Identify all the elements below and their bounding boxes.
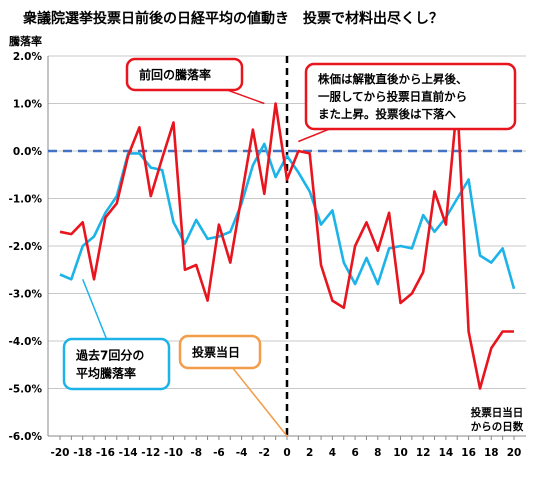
y-tick-labels: 2.0% 1.0% 0.0% -1.0% -2.0% -3.0% -4.0% -5.0% -6.… bbox=[9, 51, 43, 443]
y-tick-label: -3.0% bbox=[9, 289, 43, 301]
x-tick-label: -6 bbox=[213, 447, 225, 459]
y-axis-label: 騰落率 bbox=[9, 34, 42, 48]
x-tick-label: -12 bbox=[141, 447, 160, 459]
annotation-previous-box bbox=[125, 57, 244, 92]
annotation-average-box bbox=[62, 337, 171, 391]
x-tick-label: 8 bbox=[374, 447, 381, 459]
x-tick-label: 14 bbox=[439, 447, 454, 459]
y-tick-label: -5.0% bbox=[9, 384, 43, 396]
x-tick-label: -8 bbox=[190, 447, 202, 459]
x-tick-label: 16 bbox=[461, 447, 476, 459]
annotation-previous-text: 前回の騰落率 bbox=[139, 67, 211, 82]
annotation-stock-comment-box bbox=[304, 62, 517, 131]
series-lines bbox=[59, 99, 516, 390]
x-tick-label: 4 bbox=[329, 447, 336, 459]
annotation-vote-day-box bbox=[178, 334, 262, 370]
x-tick-label: 20 bbox=[507, 447, 522, 459]
y-tick-label: 1.0% bbox=[13, 99, 43, 111]
x-tick-label: -10 bbox=[164, 447, 183, 459]
x-tick-label: 6 bbox=[351, 447, 358, 459]
y-tick-label: -1.0% bbox=[9, 194, 43, 206]
x-tick-label: -14 bbox=[119, 447, 138, 459]
x-axis-label-line: からの日数 bbox=[471, 420, 524, 433]
x-tick-label: -16 bbox=[96, 447, 115, 459]
y-tick-label: 0.0% bbox=[13, 146, 43, 158]
y-tick-label: -4.0% bbox=[9, 336, 43, 348]
x-tick-label: 10 bbox=[393, 447, 408, 459]
annotation-average-text: 過去7回分の平均騰落率 bbox=[75, 347, 144, 380]
y-tick-label: -2.0% bbox=[9, 241, 43, 253]
series-line-previous bbox=[59, 99, 514, 390]
x-tick-label: 2 bbox=[306, 447, 313, 459]
x-tick-label: 0 bbox=[283, 447, 290, 459]
x-axis-label-line: 投票日当日 bbox=[471, 406, 524, 419]
x-tick-label: 18 bbox=[484, 447, 499, 459]
reference-lines bbox=[48, 56, 526, 436]
x-tick-label: -2 bbox=[258, 447, 270, 459]
x-tick-labels: -20 -18 -16 -14 -12 -10 -8 -6 -4 -2 0 2 4 6 8 10 12 14 16 1… bbox=[51, 447, 522, 459]
x-tick-label: -18 bbox=[73, 447, 92, 459]
annotation-vote-day-text: 投票当日 bbox=[192, 344, 240, 359]
x-tick-label: -20 bbox=[51, 447, 70, 459]
y-tick-label: -6.0% bbox=[9, 431, 43, 443]
y-tick-label: 2.0% bbox=[13, 51, 43, 63]
x-tick-label: 12 bbox=[416, 447, 431, 459]
annotation-stock-comment-text: 株価は解散直後から上昇後、一服してから投票日直前からまた上昇。投票後は下落へ bbox=[318, 72, 468, 121]
x-tick-label: -4 bbox=[236, 447, 248, 459]
chart-title: 衆議院選挙投票日前後の日経平均の値動き 投票で材料出尽くし？ bbox=[23, 10, 443, 27]
series-line-average bbox=[59, 142, 516, 290]
